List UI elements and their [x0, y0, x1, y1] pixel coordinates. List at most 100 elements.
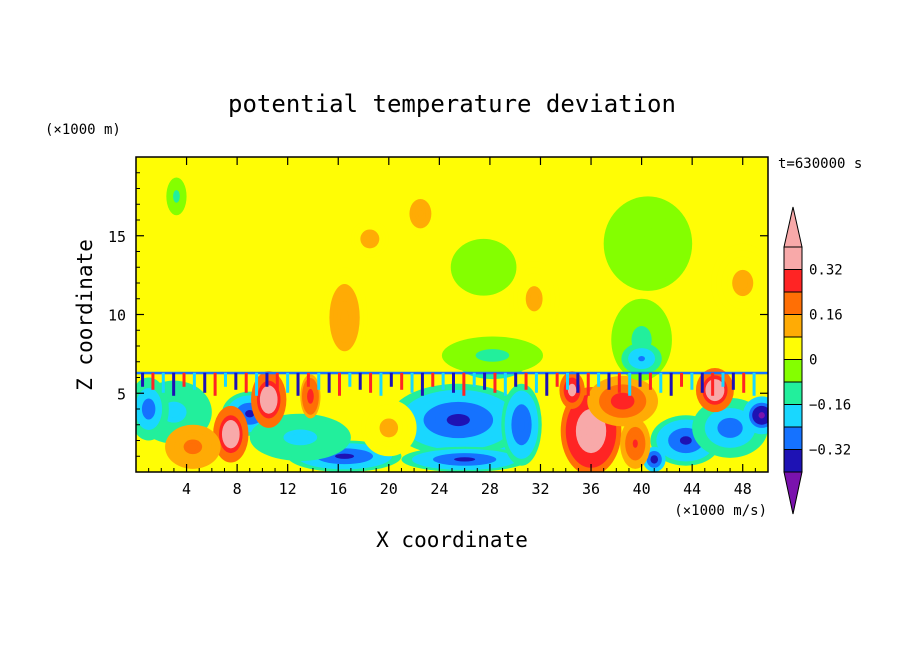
striation-7 [213, 372, 217, 396]
striation-29 [441, 372, 445, 390]
contour-feature-18 [587, 375, 659, 427]
contour-field [136, 157, 768, 472]
colorbar: 0.32 0.16 0 −0.16 −0.32 [783, 206, 851, 515]
contour-feature-3 [401, 446, 528, 472]
colorbar-band-2 [783, 404, 803, 428]
colorbar-label-1: 0.16 [809, 308, 843, 324]
contour-feature-32 [166, 177, 187, 216]
striation-30 [452, 372, 455, 393]
colorbar-band-9 [783, 246, 803, 270]
striation-26 [410, 372, 414, 393]
time-label: t=630000 s [778, 156, 862, 172]
striation-55 [711, 372, 715, 396]
striation-53 [690, 372, 694, 390]
contour-feature-1 [388, 383, 528, 457]
striation-14 [286, 372, 290, 393]
y-axis-label: Z coordinate [73, 239, 97, 391]
contour-feature-8 [501, 383, 542, 466]
striation-12 [265, 372, 269, 387]
contour-feature-22 [360, 399, 417, 457]
striation-21 [358, 372, 362, 390]
y-tick-label-2: 15 [108, 228, 126, 246]
striation-39 [545, 372, 549, 396]
striation-56 [721, 372, 725, 387]
striation-48 [638, 372, 642, 387]
striation-31 [462, 372, 466, 396]
striation-43 [586, 372, 590, 396]
x-tick-label-3: 16 [329, 480, 347, 498]
striation-37 [524, 372, 528, 390]
colorbar-extend-min [783, 471, 803, 515]
colorbar-band-7 [783, 291, 803, 315]
contour-feature-31 [450, 238, 517, 296]
x-tick-label-9: 40 [633, 480, 651, 498]
striation-15 [296, 372, 300, 396]
inversion-layer-striations [136, 371, 768, 396]
y-tick-label-0: 5 [117, 385, 126, 403]
striation-25 [400, 372, 404, 390]
x-tick-label-10: 44 [683, 480, 701, 498]
contour-feature-14 [213, 405, 249, 463]
contour-feature-30 [441, 336, 544, 375]
contour-feature-33 [603, 196, 693, 291]
striation-35 [503, 372, 507, 396]
chart-title: potential temperature deviation [228, 90, 676, 118]
striation-8 [223, 372, 227, 387]
x-tick-label-8: 36 [582, 480, 600, 498]
striation-23 [379, 372, 383, 396]
striation-2 [161, 372, 165, 393]
striation-13 [275, 372, 279, 390]
striation-42 [576, 372, 580, 393]
striation-38 [534, 372, 538, 393]
striation-33 [483, 372, 487, 390]
x-unit-label: (×1000 m/s) [674, 503, 767, 519]
striation-0 [141, 372, 145, 387]
contour-feature-6 [136, 377, 169, 441]
x-tick-label-5: 24 [430, 480, 448, 498]
contour-feature-20 [620, 418, 651, 469]
colorbar-band-0 [783, 449, 803, 473]
x-tick-label-2: 12 [279, 480, 297, 498]
x-axis: 4 8 12 16 20 24 28 32 36 40 44 48 [148, 157, 756, 498]
colorbar-band-5 [783, 336, 803, 360]
contour-feature-28 [621, 342, 662, 375]
colorbar-band-4 [783, 359, 803, 383]
striation-58 [742, 372, 746, 393]
x-axis-label: X coordinate [376, 528, 528, 552]
striation-6 [203, 372, 207, 393]
colorbar-label-4: −0.32 [809, 443, 851, 459]
striation-57 [731, 372, 735, 390]
colorbar-band-1 [783, 426, 803, 450]
y-tick-label-1: 10 [108, 307, 126, 325]
colorbar-label-0: 0.32 [809, 263, 843, 279]
striation-50 [659, 372, 663, 393]
colorbar-label-2: 0 [809, 353, 817, 369]
contour-feature-24 [403, 191, 437, 236]
colorbar-band-6 [783, 314, 803, 338]
striation-18 [327, 372, 331, 393]
x-tick-label-7: 32 [531, 480, 549, 498]
striation-17 [317, 372, 321, 390]
y-axis: 5 10 15 [108, 172, 768, 457]
striation-59 [752, 372, 756, 396]
striation-46 [617, 372, 621, 393]
striation-41 [566, 372, 570, 390]
striation-54 [700, 372, 704, 393]
striation-40 [555, 372, 559, 387]
x-tick-label-1: 8 [233, 480, 242, 498]
striation-51 [669, 372, 673, 396]
colorbar-band-8 [783, 269, 803, 293]
colorbar-band-3 [783, 381, 803, 405]
striation-19 [337, 372, 341, 396]
contour-feature-23 [321, 267, 368, 369]
striation-16 [306, 372, 310, 387]
striation-24 [389, 372, 393, 387]
striation-49 [648, 372, 652, 390]
y-unit-label: (×1000 m) [45, 122, 121, 138]
striation-45 [607, 372, 611, 390]
x-tick-label-0: 4 [182, 480, 191, 498]
striation-3 [172, 372, 176, 396]
striation-36 [514, 372, 518, 387]
contour-feature-11 [742, 396, 768, 435]
